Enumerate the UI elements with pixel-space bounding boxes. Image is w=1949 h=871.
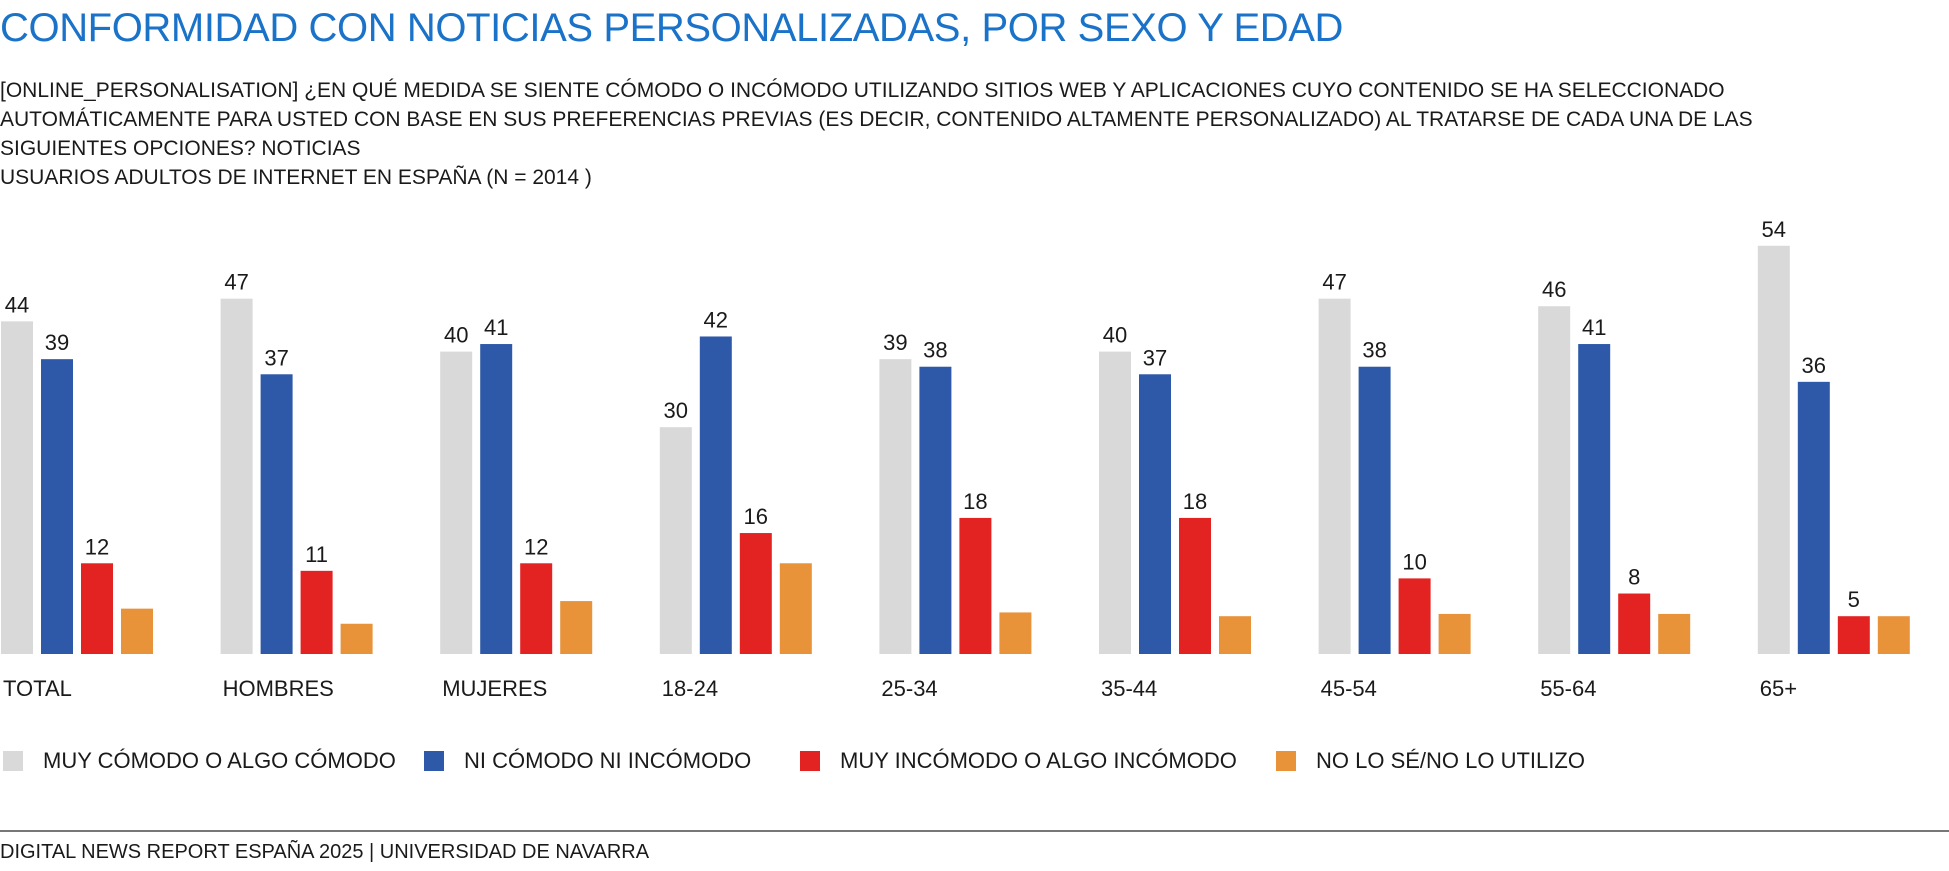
bar [81, 563, 113, 654]
data-label: 12 [524, 534, 548, 559]
data-label: 44 [5, 292, 29, 317]
data-label: 41 [484, 315, 508, 340]
legend-label: MUY CÓMODO O ALGO CÓMODO [43, 748, 396, 773]
bar [121, 608, 153, 654]
data-label: 40 [1103, 323, 1127, 348]
category-label: 65+ [1760, 676, 1797, 701]
bar [879, 359, 912, 654]
subtitle-line: [ONLINE_PERSONALISATION] ¿EN QUÉ MEDIDA … [0, 79, 1725, 102]
data-label: 37 [1143, 345, 1167, 370]
bar [1877, 616, 1910, 654]
chart-legend: MUY CÓMODO O ALGO CÓMODO NI CÓMODO NI IN… [0, 748, 1949, 778]
bar [220, 298, 253, 654]
bar [1438, 613, 1471, 654]
legend-swatch [1276, 751, 1296, 771]
bar [959, 517, 992, 654]
category-label: TOTAL [3, 676, 72, 701]
data-label: 30 [664, 398, 688, 423]
data-label: 18 [963, 489, 987, 514]
data-label: 12 [85, 534, 109, 559]
category-label: HOMBRES [223, 676, 334, 701]
legend-item: MUY INCÓMODO O ALGO INCÓMODO [800, 748, 1237, 774]
bar [1, 321, 33, 654]
bar [480, 344, 513, 654]
data-label: 16 [744, 504, 768, 529]
bar [779, 563, 812, 654]
bar [659, 427, 692, 654]
bar [1318, 298, 1351, 654]
category-label: MUJERES [442, 676, 547, 701]
data-label: 47 [1322, 270, 1346, 295]
data-label: 11 [305, 542, 328, 567]
data-label: 37 [264, 345, 288, 370]
data-label: 39 [883, 330, 907, 355]
legend-swatch [800, 751, 820, 771]
footer-divider [0, 830, 1949, 832]
bar [919, 366, 952, 654]
bar [699, 336, 732, 654]
legend-label: NI CÓMODO NI INCÓMODO [464, 748, 752, 773]
category-label: 55-64 [1540, 676, 1596, 701]
footer-credit: DIGITAL NEWS REPORT ESPAÑA 2025 | UNIVER… [0, 841, 650, 863]
bar [1797, 381, 1830, 654]
data-label: 38 [923, 338, 947, 363]
data-label: 39 [45, 330, 69, 355]
bar [520, 563, 553, 654]
bar [1538, 306, 1571, 654]
bar [1578, 344, 1611, 654]
legend-swatch [424, 751, 444, 771]
bar [560, 601, 593, 654]
bar [340, 623, 373, 654]
bar [1219, 616, 1251, 654]
subtitle-line: USUARIOS ADULTOS DE INTERNET EN ESPAÑA (… [0, 166, 592, 189]
legend-item: NO LO SÉ/NO LO UTILIZO [1276, 748, 1585, 774]
bar [1658, 613, 1691, 654]
bar [1099, 351, 1131, 654]
bar [440, 351, 473, 654]
bar [1358, 366, 1391, 654]
data-label: 5 [1848, 587, 1860, 612]
data-label: 10 [1402, 549, 1426, 574]
data-label: 42 [704, 307, 728, 332]
data-label: 8 [1628, 565, 1640, 590]
bar [1757, 245, 1790, 654]
data-label: 46 [1542, 277, 1566, 302]
bar [1139, 374, 1171, 654]
data-label: 41 [1582, 315, 1606, 340]
bar [1618, 593, 1651, 654]
legend-swatch [3, 751, 23, 771]
bar [1837, 616, 1870, 654]
legend-label: NO LO SÉ/NO LO UTILIZO [1316, 748, 1585, 773]
subtitle-line: AUTOMÁTICAMENTE PARA USTED CON BASE EN S… [0, 108, 1753, 131]
legend-item: MUY CÓMODO O ALGO CÓMODO [3, 748, 396, 774]
legend-label: MUY INCÓMODO O ALGO INCÓMODO [840, 748, 1237, 773]
bar [41, 359, 73, 654]
bar [999, 612, 1032, 654]
legend-item: NI CÓMODO NI INCÓMODO [424, 748, 751, 774]
bar [260, 374, 293, 654]
bar [739, 533, 772, 654]
data-label: 54 [1762, 217, 1786, 242]
chart-title: CONFORMIDAD CON NOTICIAS PERSONALIZADAS,… [0, 6, 1344, 50]
data-label: 36 [1802, 353, 1826, 378]
category-label: 45-54 [1321, 676, 1377, 701]
data-label: 47 [224, 270, 248, 295]
category-label: 25-34 [881, 676, 937, 701]
category-label: 18-24 [662, 676, 718, 701]
subtitle-line: SIGUIENTES OPCIONES? NOTICIAS [0, 137, 361, 160]
bar [1398, 578, 1431, 654]
bar [300, 570, 333, 654]
category-label: 35-44 [1101, 676, 1157, 701]
bar [1179, 517, 1211, 654]
data-label: 18 [1183, 489, 1207, 514]
chart-subtitle: [ONLINE_PERSONALISATION] ¿EN QUÉ MEDIDA … [0, 76, 1753, 192]
data-label: 38 [1362, 338, 1386, 363]
data-label: 40 [444, 323, 468, 348]
bar-chart: 44 39 12 TOTAL 47 37 11 HOMBRES 40 41 12 MUJERES 30 4… [1, 217, 1910, 701]
